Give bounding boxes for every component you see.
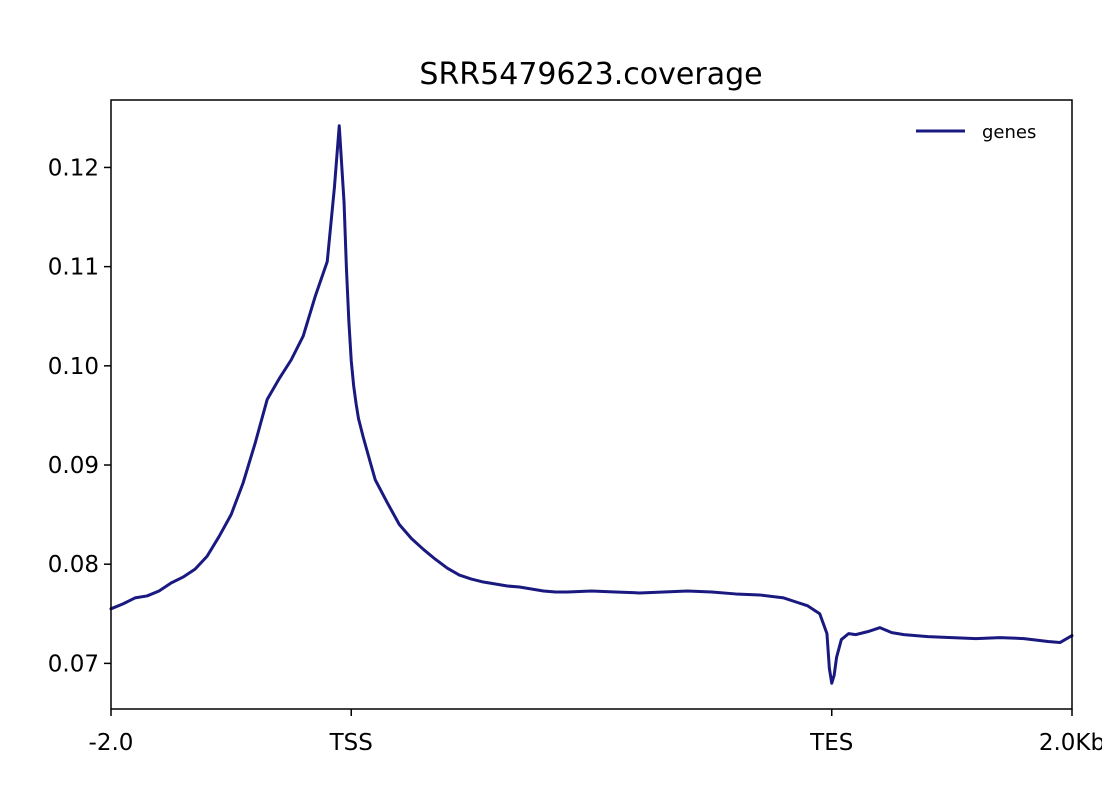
y-tick-label-0: 0.07 bbox=[48, 651, 99, 677]
x-tick-label-0: -2.0 bbox=[89, 730, 134, 756]
legend-label-genes: genes bbox=[982, 122, 1036, 143]
chart-title: SRR5479623.coverage bbox=[419, 57, 762, 92]
y-tick-label-3: 0.10 bbox=[48, 354, 99, 380]
y-axis: 0.07 0.08 0.09 0.10 0.11 0.12 bbox=[48, 155, 111, 677]
y-tick-label-1: 0.08 bbox=[48, 552, 99, 578]
y-tick-label-4: 0.11 bbox=[48, 255, 99, 281]
series-layer bbox=[109, 124, 1074, 685]
series-line-0 bbox=[109, 124, 1074, 685]
x-tick-label-2: TES bbox=[809, 730, 853, 756]
y-tick-label-5: 0.12 bbox=[48, 155, 99, 181]
x-tick-label-3: 2.0Kb bbox=[1039, 730, 1102, 756]
x-tick-label-1: TSS bbox=[329, 730, 373, 756]
y-tick-label-2: 0.09 bbox=[48, 453, 99, 479]
x-axis: -2.0 TSS TES 2.0Kb bbox=[89, 709, 1102, 756]
legend: genes bbox=[916, 122, 1036, 143]
plot-frame bbox=[110, 99, 1073, 710]
